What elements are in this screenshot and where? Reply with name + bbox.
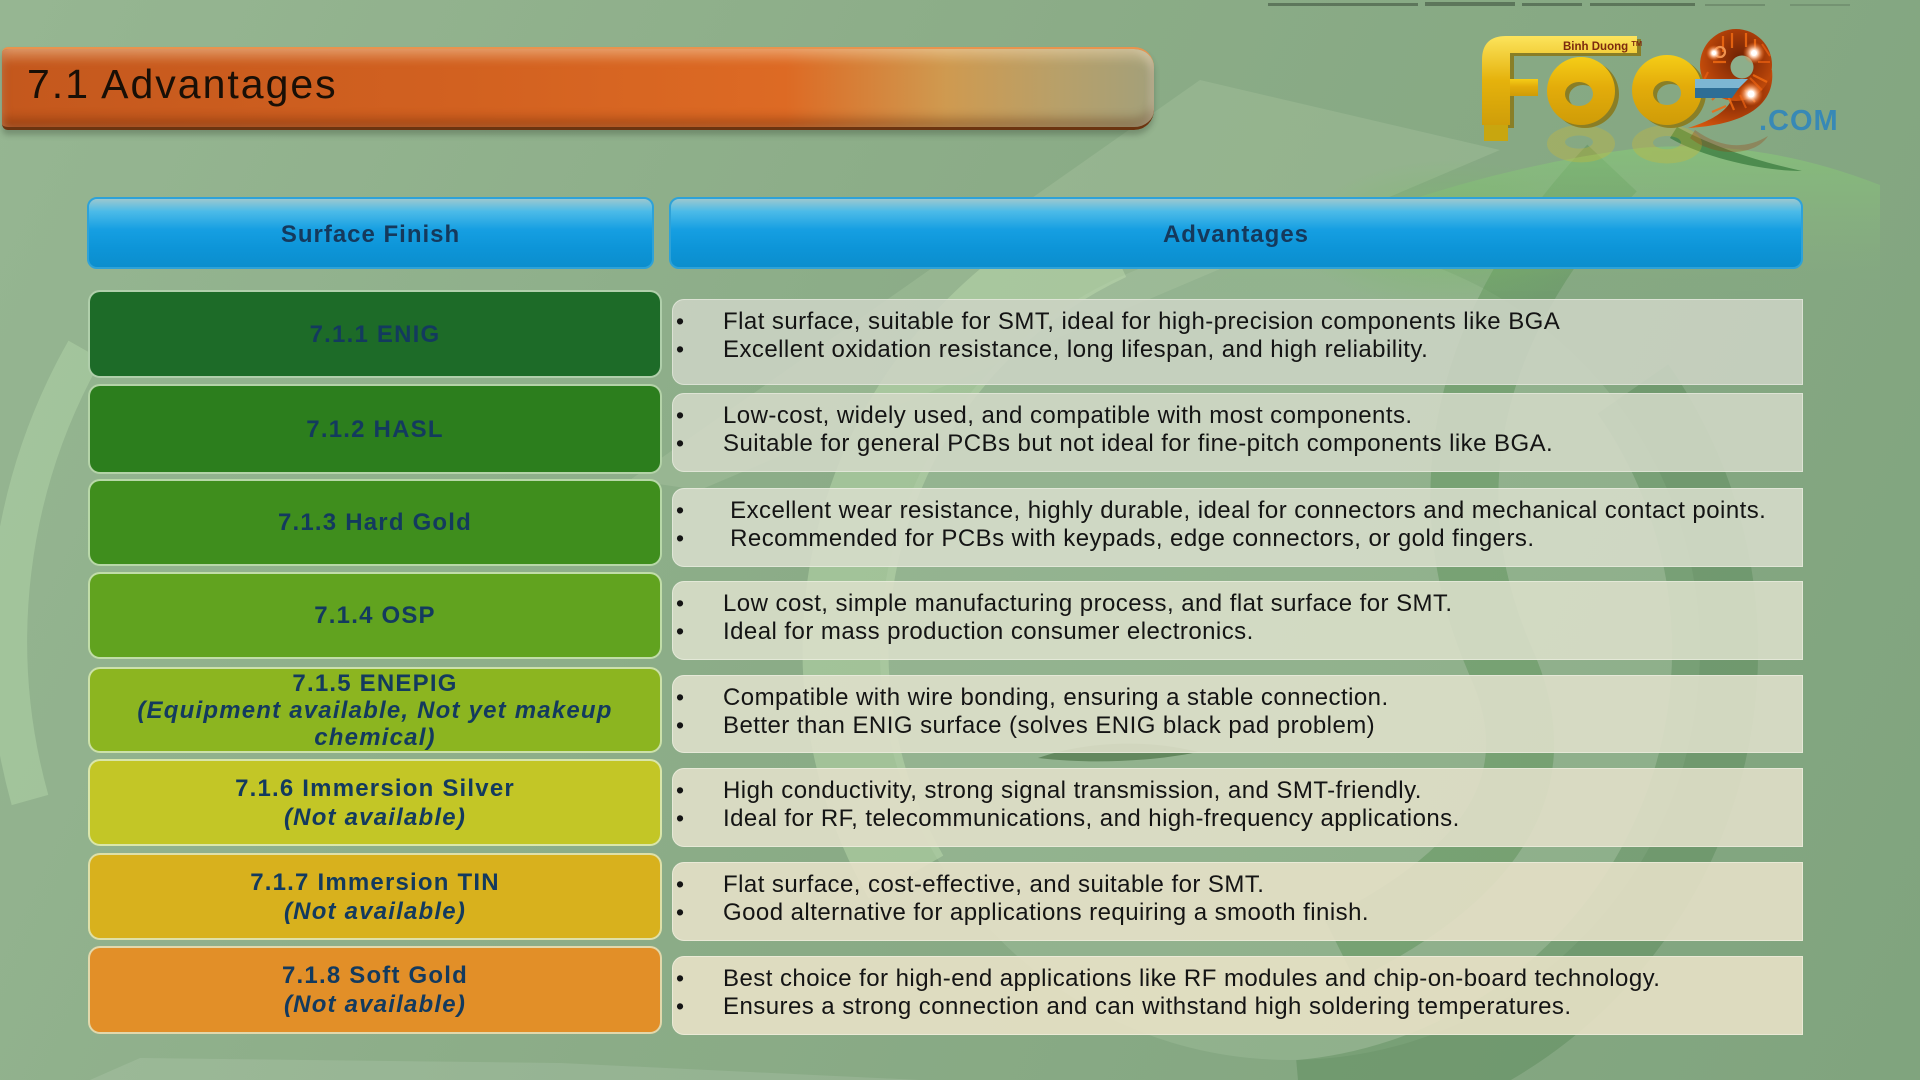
- svg-text:.COM: .COM: [1759, 105, 1839, 137]
- svg-text:Binh Duong TM: Binh Duong TM: [1563, 39, 1642, 53]
